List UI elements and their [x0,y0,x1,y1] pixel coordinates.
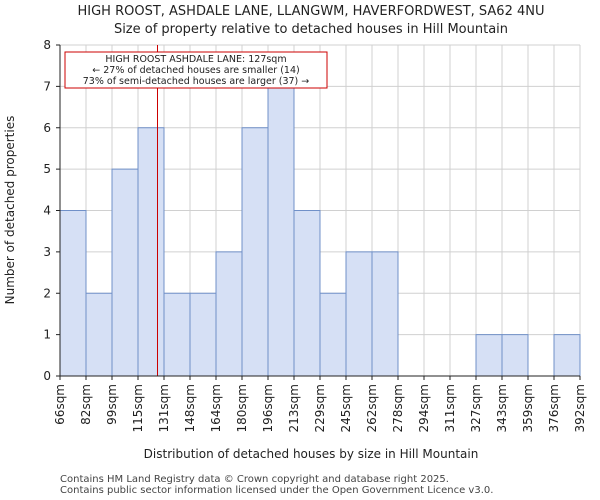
annotation-box [64,51,328,89]
y-tick-label: 7 [43,79,51,93]
y-tick-label: 2 [43,286,51,300]
chart-title-line2: Size of property relative to detached ho… [114,22,508,37]
x-tick-label: 343sqm [495,384,509,432]
x-tick-label: 294sqm [417,384,431,432]
x-tick-label: 148sqm [183,384,197,432]
annotation-line3: 73% of semi-detached houses are larger (… [83,76,310,87]
x-axis-label: Distribution of detached houses by size … [144,447,479,461]
x-tick-label: 311sqm [443,384,457,432]
bar-180sqm [241,127,269,377]
bar-131sqm [163,292,191,377]
annotation-line1: HIGH ROOST ASHDALE LANE: 127sqm [105,54,286,65]
bar-262sqm [371,251,399,377]
y-tick-label: 6 [43,121,51,135]
bars [59,85,581,377]
x-tick-label: 278sqm [391,384,405,432]
bar-245sqm [345,251,373,377]
bar-327sqm [475,334,503,377]
x-tick-label: 99sqm [105,384,119,425]
y-tick-label: 0 [43,369,51,383]
x-tick-label: 245sqm [339,384,353,432]
x-tick-label: 229sqm [313,384,327,432]
bar-213sqm [293,210,321,377]
y-axis-label: Number of detached properties [3,116,17,305]
bar-376sqm [553,334,581,377]
bar-82sqm [85,292,113,377]
bar-99sqm [111,168,139,377]
x-tick-label: 82sqm [79,384,93,425]
x-tick-label: 131sqm [157,384,171,432]
x-tick-label: 327sqm [469,384,483,432]
x-tick-label: 262sqm [365,384,379,432]
bar-229sqm [319,292,347,377]
y-tick-label: 8 [43,38,51,52]
x-tick-label: 115sqm [131,384,145,432]
bar-115sqm [137,127,165,377]
y-axis-ticks: 0 1 2 3 4 5 6 7 8 [43,38,60,383]
y-tick-label: 4 [43,204,51,218]
bar-343sqm [501,334,529,377]
x-tick-label: 376sqm [547,384,561,432]
annotation-line2: ← 27% of detached houses are smaller (14… [92,65,299,76]
footer-attribution-2: Contains public sector information licen… [60,485,494,496]
y-tick-label: 3 [43,245,51,259]
x-tick-label: 180sqm [235,384,249,432]
bar-196sqm [267,85,295,377]
bar-148sqm [189,292,217,377]
x-tick-label: 66sqm [53,384,67,425]
chart-title-line1: HIGH ROOST, ASHDALE LANE, LLANGWM, HAVER… [77,4,544,19]
x-tick-label: 359sqm [521,384,535,432]
x-axis-ticks: 66sqm 82sqm 99sqm 115sqm 131sqm 148sqm 164sqm 1… [53,376,587,432]
y-tick-label: 5 [43,162,51,176]
bar-164sqm [215,251,243,377]
x-tick-label: 213sqm [287,384,301,432]
x-tick-label: 164sqm [209,384,223,432]
x-tick-label: 392sqm [573,384,587,432]
bar-66sqm [59,210,87,377]
footer-attribution-1: Contains HM Land Registry data © Crown c… [60,474,449,485]
x-tick-label: 196sqm [261,384,275,432]
y-tick-label: 1 [43,328,51,342]
